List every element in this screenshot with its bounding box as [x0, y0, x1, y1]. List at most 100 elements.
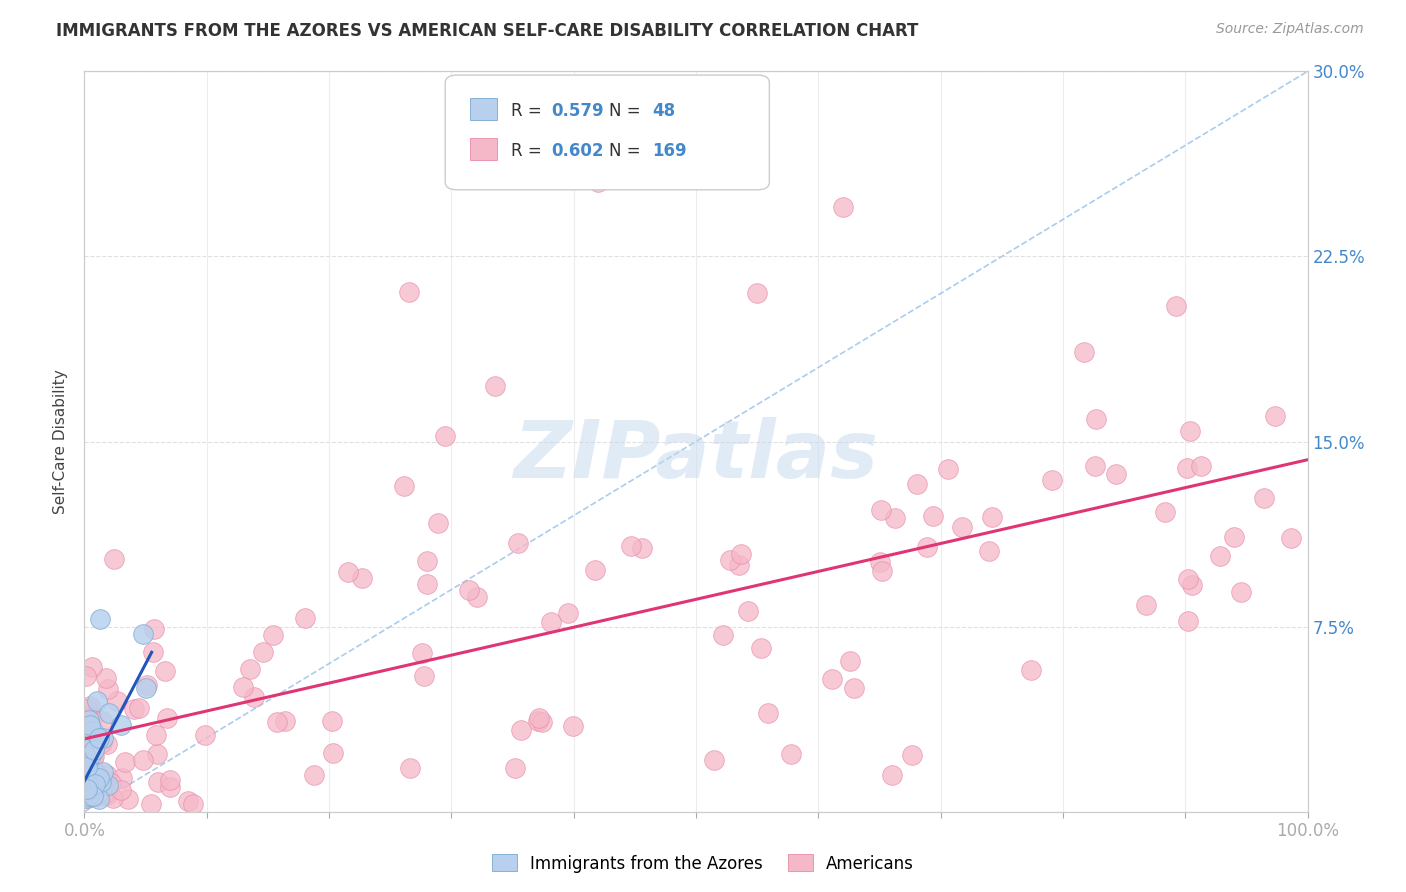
- Point: [756, 706, 779, 720]
- Point: [1040, 473, 1063, 487]
- Point: [128, 700, 150, 714]
- Point: [952, 520, 974, 534]
- Point: [75, 790, 97, 805]
- Point: [869, 555, 891, 569]
- Point: [91, 731, 114, 745]
- Point: [530, 714, 553, 729]
- Point: [1084, 458, 1107, 473]
- Point: [82, 751, 104, 765]
- Point: [80, 747, 103, 762]
- Point: [73, 775, 96, 789]
- Point: [76, 761, 98, 775]
- Point: [96, 785, 118, 799]
- Point: [87, 731, 110, 745]
- Point: [96, 768, 118, 782]
- Point: [77, 762, 100, 776]
- FancyBboxPatch shape: [470, 98, 496, 120]
- Point: [631, 541, 654, 555]
- Text: Source: ZipAtlas.com: Source: ZipAtlas.com: [1216, 22, 1364, 37]
- Point: [101, 791, 124, 805]
- Point: [415, 554, 437, 568]
- Point: [75, 772, 97, 786]
- Point: [266, 715, 288, 730]
- Point: [1223, 530, 1246, 544]
- Point: [76, 760, 98, 774]
- Point: [87, 771, 110, 785]
- Point: [89, 612, 111, 626]
- Point: [110, 718, 132, 732]
- Point: [76, 790, 98, 805]
- Point: [870, 503, 893, 517]
- Point: [75, 710, 97, 724]
- Point: [75, 748, 97, 763]
- Point: [901, 747, 924, 762]
- Point: [79, 718, 101, 732]
- Point: [75, 786, 97, 800]
- Point: [75, 668, 97, 682]
- Point: [75, 784, 97, 798]
- FancyBboxPatch shape: [446, 75, 769, 190]
- Point: [84, 776, 107, 790]
- Point: [465, 590, 488, 604]
- Point: [96, 737, 118, 751]
- Point: [77, 723, 100, 737]
- Point: [159, 773, 181, 788]
- Point: [262, 628, 284, 642]
- Point: [728, 558, 751, 572]
- Text: R =: R =: [512, 102, 547, 120]
- Point: [82, 710, 104, 724]
- Point: [77, 724, 100, 739]
- Point: [77, 777, 100, 791]
- Point: [110, 782, 132, 797]
- Text: 48: 48: [652, 102, 675, 120]
- Point: [114, 755, 136, 769]
- Point: [294, 611, 316, 625]
- Point: [884, 510, 907, 524]
- FancyBboxPatch shape: [470, 138, 496, 161]
- Point: [711, 628, 734, 642]
- Point: [122, 702, 145, 716]
- Point: [718, 553, 741, 567]
- Point: [96, 671, 118, 685]
- Point: [96, 681, 118, 696]
- Point: [1135, 598, 1157, 612]
- Point: [132, 627, 155, 641]
- Point: [87, 792, 110, 806]
- Point: [980, 509, 1002, 524]
- Point: [82, 723, 104, 738]
- Point: [239, 662, 262, 676]
- Point: [82, 786, 104, 800]
- Point: [76, 782, 98, 797]
- Point: [77, 783, 100, 797]
- Point: [77, 780, 100, 794]
- Point: [82, 789, 104, 803]
- Point: [159, 780, 181, 794]
- Point: [839, 654, 862, 668]
- Point: [870, 564, 893, 578]
- Point: [79, 788, 101, 802]
- Point: [321, 714, 343, 728]
- Point: [1181, 578, 1204, 592]
- Point: [73, 764, 96, 779]
- Text: N =: N =: [609, 142, 645, 160]
- Point: [77, 778, 100, 792]
- Point: [352, 571, 374, 585]
- Point: [1177, 615, 1199, 629]
- Point: [434, 429, 457, 443]
- Point: [1279, 532, 1302, 546]
- Point: [76, 768, 98, 782]
- Point: [561, 719, 583, 733]
- Point: [416, 577, 439, 591]
- Text: 0.602: 0.602: [551, 142, 605, 160]
- Point: [77, 748, 100, 763]
- Point: [1166, 299, 1188, 313]
- Point: [80, 660, 103, 674]
- Point: [181, 797, 204, 812]
- Point: [821, 673, 844, 687]
- Point: [79, 720, 101, 734]
- Point: [141, 797, 163, 812]
- Point: [749, 640, 772, 655]
- Point: [938, 462, 960, 476]
- Point: [586, 175, 609, 190]
- Text: R =: R =: [512, 142, 547, 160]
